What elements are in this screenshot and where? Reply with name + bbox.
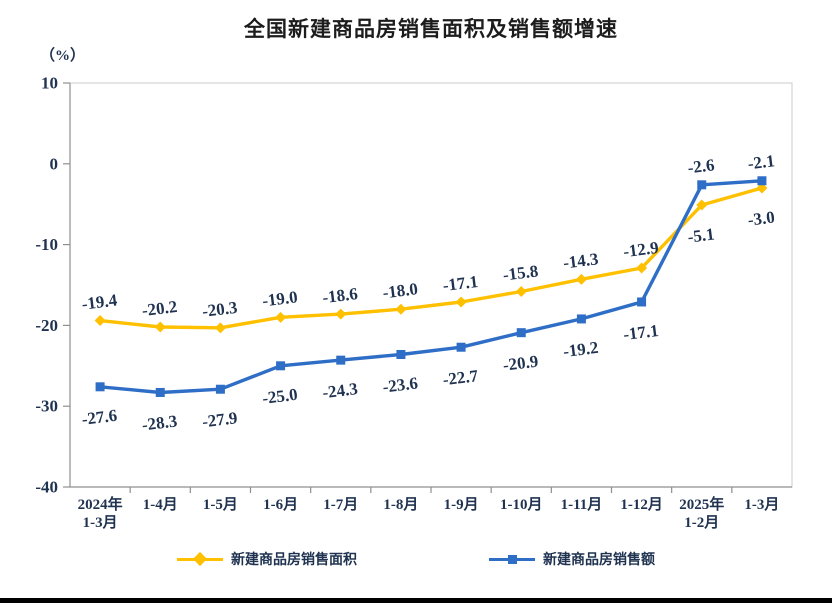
x-category-label: 2025年 xyxy=(679,495,724,513)
diamond-marker-icon xyxy=(575,273,587,285)
data-point-label: -17.1 xyxy=(622,321,659,344)
x-category-label: 1-4月 xyxy=(143,496,178,513)
data-point-label: -24.3 xyxy=(321,379,358,402)
sales-area-line-diamond-icon xyxy=(177,551,223,567)
legend-item-sales-amount: 新建商品房销售额 xyxy=(489,549,655,569)
data-point-label: -20.9 xyxy=(502,352,539,375)
diamond-marker-icon xyxy=(636,262,648,274)
diamond-marker-icon xyxy=(94,315,106,327)
data-point-label: -12.9 xyxy=(622,238,659,261)
data-point-label: -3.0 xyxy=(747,208,776,230)
diamond-marker-icon xyxy=(395,303,407,315)
diamond-marker-icon xyxy=(214,322,226,334)
data-point-label: -23.6 xyxy=(382,373,419,396)
data-point-label: -18.0 xyxy=(382,279,419,302)
bottom-border-line xyxy=(0,598,832,603)
x-category-label: 1-5月 xyxy=(203,496,238,513)
data-point-label: -2.1 xyxy=(747,151,776,173)
square-marker-icon xyxy=(215,384,225,394)
diamond-marker-icon xyxy=(515,285,527,297)
plot-frame xyxy=(69,82,793,488)
x-category-label: 1-10月 xyxy=(500,496,543,513)
series-line-0 xyxy=(98,186,764,330)
chart-title: 全国新建商品房销售面积及销售额增速 xyxy=(244,18,618,41)
diamond-marker-icon xyxy=(756,182,768,194)
data-point-label: -20.2 xyxy=(141,297,178,320)
sales-amount-line-square-icon xyxy=(489,552,535,566)
legend-label-sales-area: 新建商品房销售面积 xyxy=(231,551,357,567)
x-category-label: 1-6月 xyxy=(263,496,298,513)
chart-legend: 新建商品房销售面积 新建商品房销售额 xyxy=(0,549,832,569)
data-point-label: -14.3 xyxy=(562,249,599,272)
series-line-1 xyxy=(98,179,764,395)
data-point-label: -28.3 xyxy=(141,411,178,434)
square-marker-icon xyxy=(336,355,346,365)
data-point-label: -20.3 xyxy=(201,298,238,321)
y-tick-label: -30 xyxy=(35,397,58,416)
data-point-label: -27.6 xyxy=(81,406,118,429)
square-marker-icon xyxy=(757,176,767,186)
diamond-marker-icon xyxy=(335,308,347,320)
x-category-label: 1-3月 xyxy=(744,496,779,513)
data-point-label: -19.2 xyxy=(562,338,599,361)
square-marker-icon xyxy=(637,297,647,307)
data-point-label: -19.4 xyxy=(81,290,119,313)
square-marker-icon xyxy=(516,328,526,338)
x-category-label: 2024年 xyxy=(78,495,123,513)
data-point-label: -17.1 xyxy=(442,272,479,295)
square-marker-icon xyxy=(95,382,105,392)
y-tick-label: -40 xyxy=(35,478,58,497)
data-point-label: -2.6 xyxy=(687,155,716,177)
square-marker-icon xyxy=(276,361,286,371)
diamond-marker-icon xyxy=(455,296,467,308)
diamond-marker-icon xyxy=(275,311,287,323)
square-marker-icon xyxy=(155,387,165,397)
x-category-label: 1-3月 xyxy=(83,514,118,531)
data-point-label: -19.0 xyxy=(261,287,298,310)
data-point-label: -5.1 xyxy=(687,224,716,246)
y-tick-label: -20 xyxy=(35,316,58,335)
x-category-label: 1-7月 xyxy=(323,496,358,513)
legend-item-sales-area: 新建商品房销售面积 xyxy=(177,549,357,569)
x-category-label: 1-2月 xyxy=(684,514,719,531)
square-marker-icon xyxy=(576,314,586,324)
y-tick-label: 0 xyxy=(50,154,59,173)
diamond-marker-icon xyxy=(154,321,166,333)
y-tick-label: 10 xyxy=(41,74,58,93)
diamond-marker-icon xyxy=(696,199,708,211)
y-axis-unit-label: （%） xyxy=(40,48,86,64)
data-point-label: -22.7 xyxy=(442,366,480,389)
data-point-label: -27.9 xyxy=(201,408,238,431)
square-marker-icon xyxy=(697,180,707,190)
x-category-label: 1-8月 xyxy=(383,496,418,513)
x-category-label: 1-12月 xyxy=(620,496,663,513)
data-point-label: -18.6 xyxy=(321,284,358,307)
y-tick-label: -10 xyxy=(35,235,58,254)
data-point-label: -25.0 xyxy=(261,385,298,408)
square-marker-icon xyxy=(456,342,466,352)
square-marker-icon xyxy=(396,349,406,359)
legend-label-sales-amount: 新建商品房销售额 xyxy=(543,551,655,567)
x-category-label: 1-11月 xyxy=(561,496,603,513)
x-category-label: 1-9月 xyxy=(444,496,479,513)
data-point-label: -15.8 xyxy=(502,261,539,284)
